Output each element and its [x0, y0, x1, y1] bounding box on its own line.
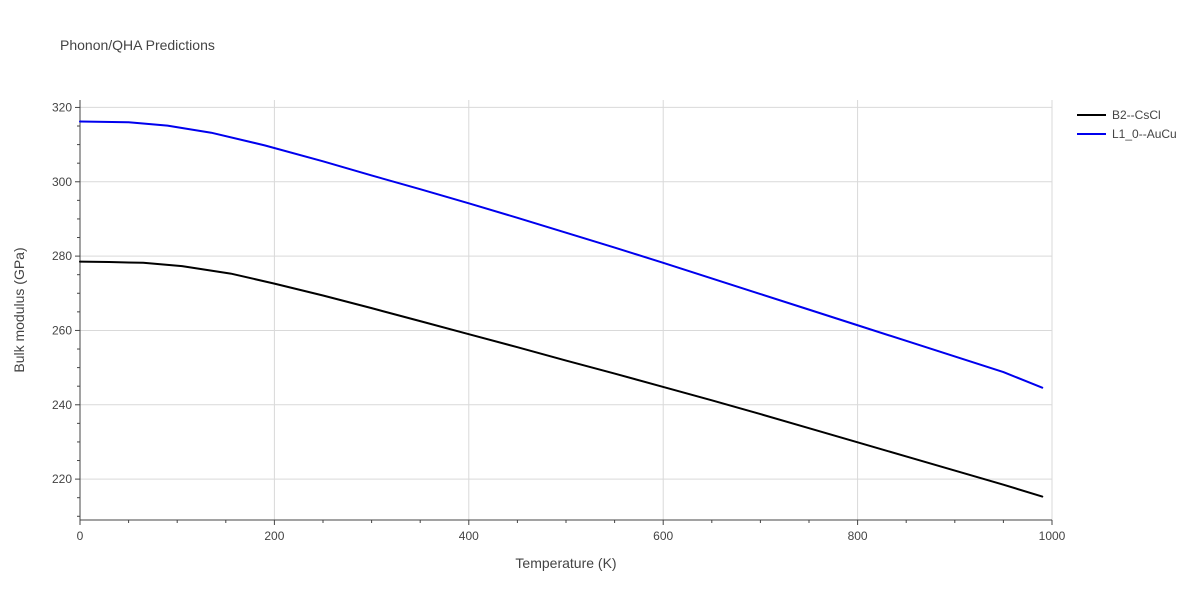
- y-tick-label: 260: [52, 323, 72, 337]
- y-tick-label: 220: [52, 472, 72, 486]
- y-tick-label: 300: [52, 175, 72, 189]
- legend-label: B2--CsCl: [1112, 108, 1161, 122]
- y-tick-label: 280: [52, 249, 72, 263]
- legend[interactable]: B2--CsCl L1_0--AuCu: [1077, 108, 1177, 141]
- series-line[interactable]: [79, 260, 1044, 498]
- x-tick-label: 0: [77, 529, 84, 543]
- legend-item[interactable]: L1_0--AuCu: [1077, 127, 1177, 141]
- y-tick-label: 240: [52, 398, 72, 412]
- chart-title: Phonon/QHA Predictions: [60, 37, 215, 53]
- y-axis-title: Bulk modulus (GPa): [11, 247, 27, 372]
- grid: [80, 100, 1053, 520]
- axes: 0 200 400 600 800 1000 220 240 260 280 300 320: [52, 100, 1066, 543]
- plot-area: [79, 120, 1044, 498]
- series-line[interactable]: [79, 120, 1044, 389]
- x-tick-label: 200: [264, 529, 284, 543]
- legend-label: L1_0--AuCu: [1112, 127, 1177, 141]
- x-axis-title: Temperature (K): [515, 555, 616, 571]
- legend-item[interactable]: B2--CsCl: [1077, 108, 1161, 122]
- x-tick-label: 800: [848, 529, 868, 543]
- x-tick-label: 1000: [1039, 529, 1066, 543]
- x-tick-label: 400: [459, 529, 479, 543]
- x-tick-label: 600: [653, 529, 673, 543]
- y-tick-label: 320: [52, 100, 72, 114]
